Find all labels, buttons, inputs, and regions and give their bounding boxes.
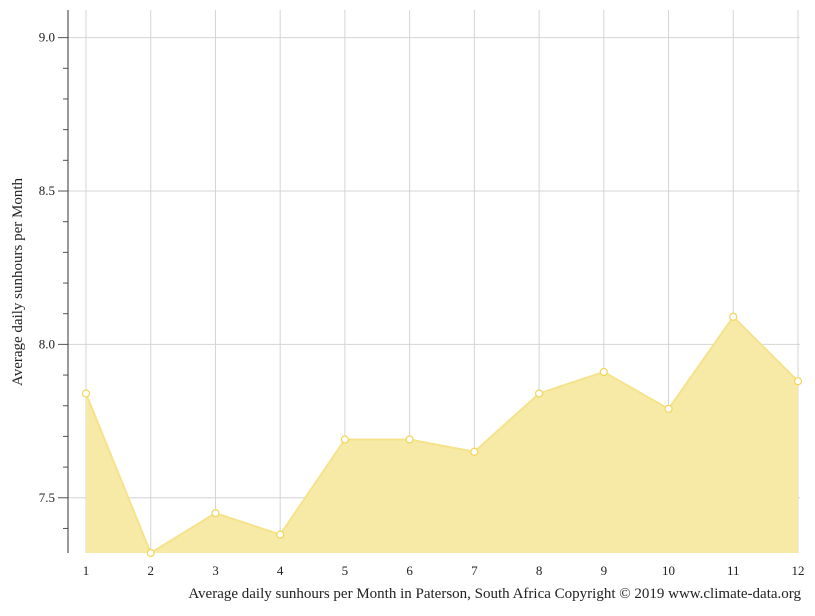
y-axis-label: Average daily sunhours per Month: [10, 178, 26, 387]
y-tick-label: 8.0: [39, 336, 55, 351]
data-points: [81, 312, 803, 558]
x-tick-label: 4: [277, 563, 284, 578]
x-tick-label: 9: [601, 563, 608, 578]
data-point: [793, 377, 803, 386]
axes: [58, 10, 69, 553]
area-series: [85, 315, 799, 555]
data-point: [405, 435, 414, 444]
x-tick-label: 11: [727, 563, 740, 578]
x-tick-label: 1: [83, 563, 90, 578]
data-point: [276, 530, 285, 539]
x-tick-label: 6: [406, 563, 413, 578]
data-point: [534, 389, 544, 398]
data-point: [81, 389, 91, 398]
chart-caption: Average daily sunhours per Month in Pate…: [188, 586, 801, 602]
x-tick-label: 2: [147, 563, 154, 578]
x-tick-label: 3: [212, 563, 219, 578]
x-tick-label: 12: [792, 563, 805, 578]
x-tick-label: 8: [536, 563, 543, 578]
data-point: [146, 548, 155, 558]
data-point: [340, 435, 350, 444]
y-tick-label: 8.5: [39, 183, 55, 198]
data-point: [664, 404, 673, 413]
data-point: [599, 367, 608, 377]
data-point: [211, 509, 220, 518]
x-tick-label: 10: [662, 563, 675, 578]
data-point: [470, 447, 479, 456]
data-point: [729, 312, 738, 321]
x-tick-label: 7: [471, 563, 478, 578]
area-fill: [86, 316, 798, 553]
tick-labels: 1 2 3 4 5 6 7 8 9 10 11 127.58.08.59.0: [39, 30, 805, 578]
series-line: [85, 315, 799, 555]
y-tick-label: 9.0: [39, 30, 55, 45]
x-tick-label: 5: [342, 563, 349, 578]
y-tick-label: 7.5: [39, 490, 55, 505]
